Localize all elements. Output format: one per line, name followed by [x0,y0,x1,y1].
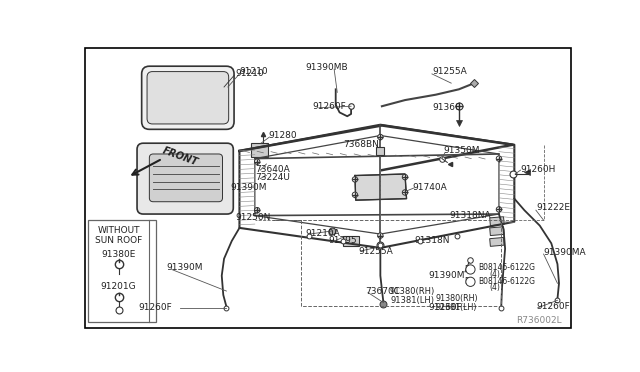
Text: B: B [464,277,469,286]
Text: 91250N: 91250N [236,214,271,222]
Text: 91255A: 91255A [432,67,467,76]
Text: B08146-6122G: B08146-6122G [478,263,535,272]
Text: 91280: 91280 [269,131,298,140]
Text: B: B [464,265,469,274]
Text: 91318NA: 91318NA [450,211,492,220]
Circle shape [403,174,408,180]
Circle shape [496,156,502,161]
Bar [88,220,156,322]
Polygon shape [355,174,406,200]
Circle shape [378,134,383,140]
Text: 91255A: 91255A [359,247,394,256]
FancyBboxPatch shape [149,154,223,202]
Text: 91210A: 91210A [305,229,340,238]
Bar [490,237,504,246]
FancyBboxPatch shape [147,71,228,124]
Text: 91360: 91360 [432,103,461,112]
Text: 91210: 91210 [239,67,268,76]
Text: 91380E: 91380E [101,250,136,259]
Circle shape [403,190,408,195]
Text: WITHOUT: WITHOUT [97,227,140,235]
Text: 91260F: 91260F [428,304,462,312]
Text: 91381(LH): 91381(LH) [436,304,477,312]
Text: 91222E: 91222E [536,203,570,212]
Text: B08146-6122G: B08146-6122G [478,277,535,286]
Bar [490,217,504,225]
FancyBboxPatch shape [137,143,234,214]
Text: 91350M: 91350M [444,147,480,155]
Text: 91390M: 91390M [166,263,203,272]
Text: (4): (4) [490,283,500,292]
Text: 91318N: 91318N [414,237,450,246]
Text: 91260H: 91260H [520,165,556,174]
Circle shape [352,177,358,182]
Text: 91381(LH): 91381(LH) [390,296,435,305]
Text: 91390MA: 91390MA [543,248,586,257]
Text: 91390M: 91390M [428,271,465,280]
Text: 91390M: 91390M [230,183,266,192]
Text: FRONT: FRONT [161,145,199,167]
Text: 91260F: 91260F [312,102,346,111]
Text: 91390MB: 91390MB [305,63,348,72]
Circle shape [378,233,383,238]
Circle shape [352,192,358,198]
Circle shape [466,265,475,274]
Bar [344,235,359,246]
Text: 73640A: 73640A [255,165,290,174]
Text: 91740A: 91740A [413,183,447,192]
Text: R736002L: R736002L [516,316,562,325]
Text: 91295: 91295 [328,237,356,246]
Circle shape [255,159,260,164]
Text: 73224U: 73224U [255,173,290,182]
Text: 7368BN: 7368BN [344,140,380,149]
Text: 91201G: 91201G [100,282,136,291]
FancyBboxPatch shape [141,66,234,129]
Text: (4): (4) [490,270,500,279]
Text: 91260F: 91260F [139,304,172,312]
Text: 91210: 91210 [236,70,264,78]
Circle shape [496,207,502,212]
Text: 91380(RH): 91380(RH) [389,286,435,295]
Text: 91380(RH): 91380(RH) [436,294,479,303]
Text: 91260F: 91260F [536,302,570,311]
Bar [251,143,268,157]
Bar [490,227,504,235]
Circle shape [255,208,260,213]
Text: 73670C: 73670C [365,286,400,295]
Circle shape [466,277,475,286]
Text: SUN ROOF: SUN ROOF [95,236,142,245]
